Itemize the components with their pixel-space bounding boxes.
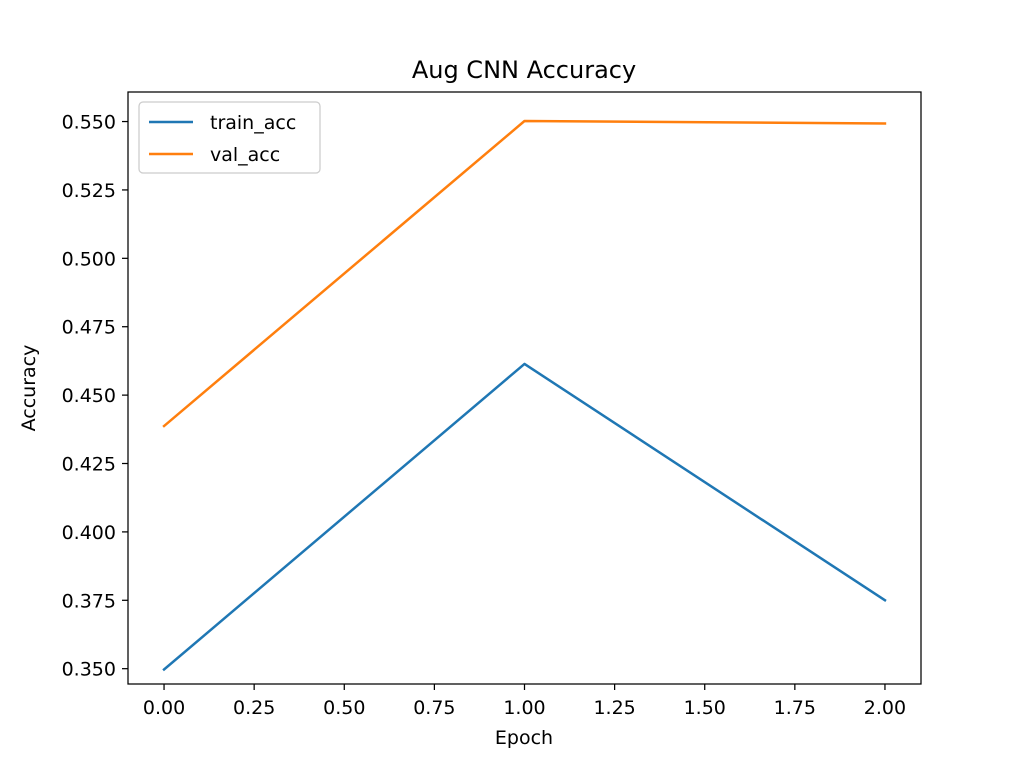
y-tick-label: 0.350 <box>62 659 116 681</box>
x-tick-label: 0.50 <box>323 697 365 719</box>
y-tick-label: 0.500 <box>62 248 116 270</box>
x-tick-label: 2.00 <box>864 697 906 719</box>
x-tick-label: 0.75 <box>413 697 455 719</box>
x-tick-label: 0.00 <box>143 697 185 719</box>
y-tick-label: 0.525 <box>62 180 116 202</box>
legend: train_acc val_acc <box>138 101 321 174</box>
y-tick-label: 0.425 <box>62 454 116 476</box>
x-tick-label: 1.25 <box>593 697 635 719</box>
chart-title: Aug CNN Accuracy <box>412 56 636 84</box>
legend-label-train_acc: train_acc <box>210 112 296 134</box>
x-tick-label: 1.00 <box>503 697 545 719</box>
y-tick-label: 0.400 <box>62 522 116 544</box>
y-tick-label: 0.550 <box>62 112 116 134</box>
series-line-train_acc <box>162 362 887 672</box>
legend-label-val_acc: val_acc <box>210 144 280 166</box>
x-tick-label: 1.75 <box>774 697 816 719</box>
x-tick-label: 1.50 <box>684 697 726 719</box>
x-tick-label: 0.25 <box>233 697 275 719</box>
series-line-val_acc <box>162 119 887 428</box>
x-axis-label: Epoch <box>495 727 553 749</box>
y-tick-label: 0.475 <box>62 317 116 339</box>
y-axis-label: Accuracy <box>18 345 40 432</box>
y-tick-label: 0.450 <box>62 385 116 407</box>
y-tick-label: 0.375 <box>62 590 116 612</box>
plot-area <box>128 92 921 684</box>
